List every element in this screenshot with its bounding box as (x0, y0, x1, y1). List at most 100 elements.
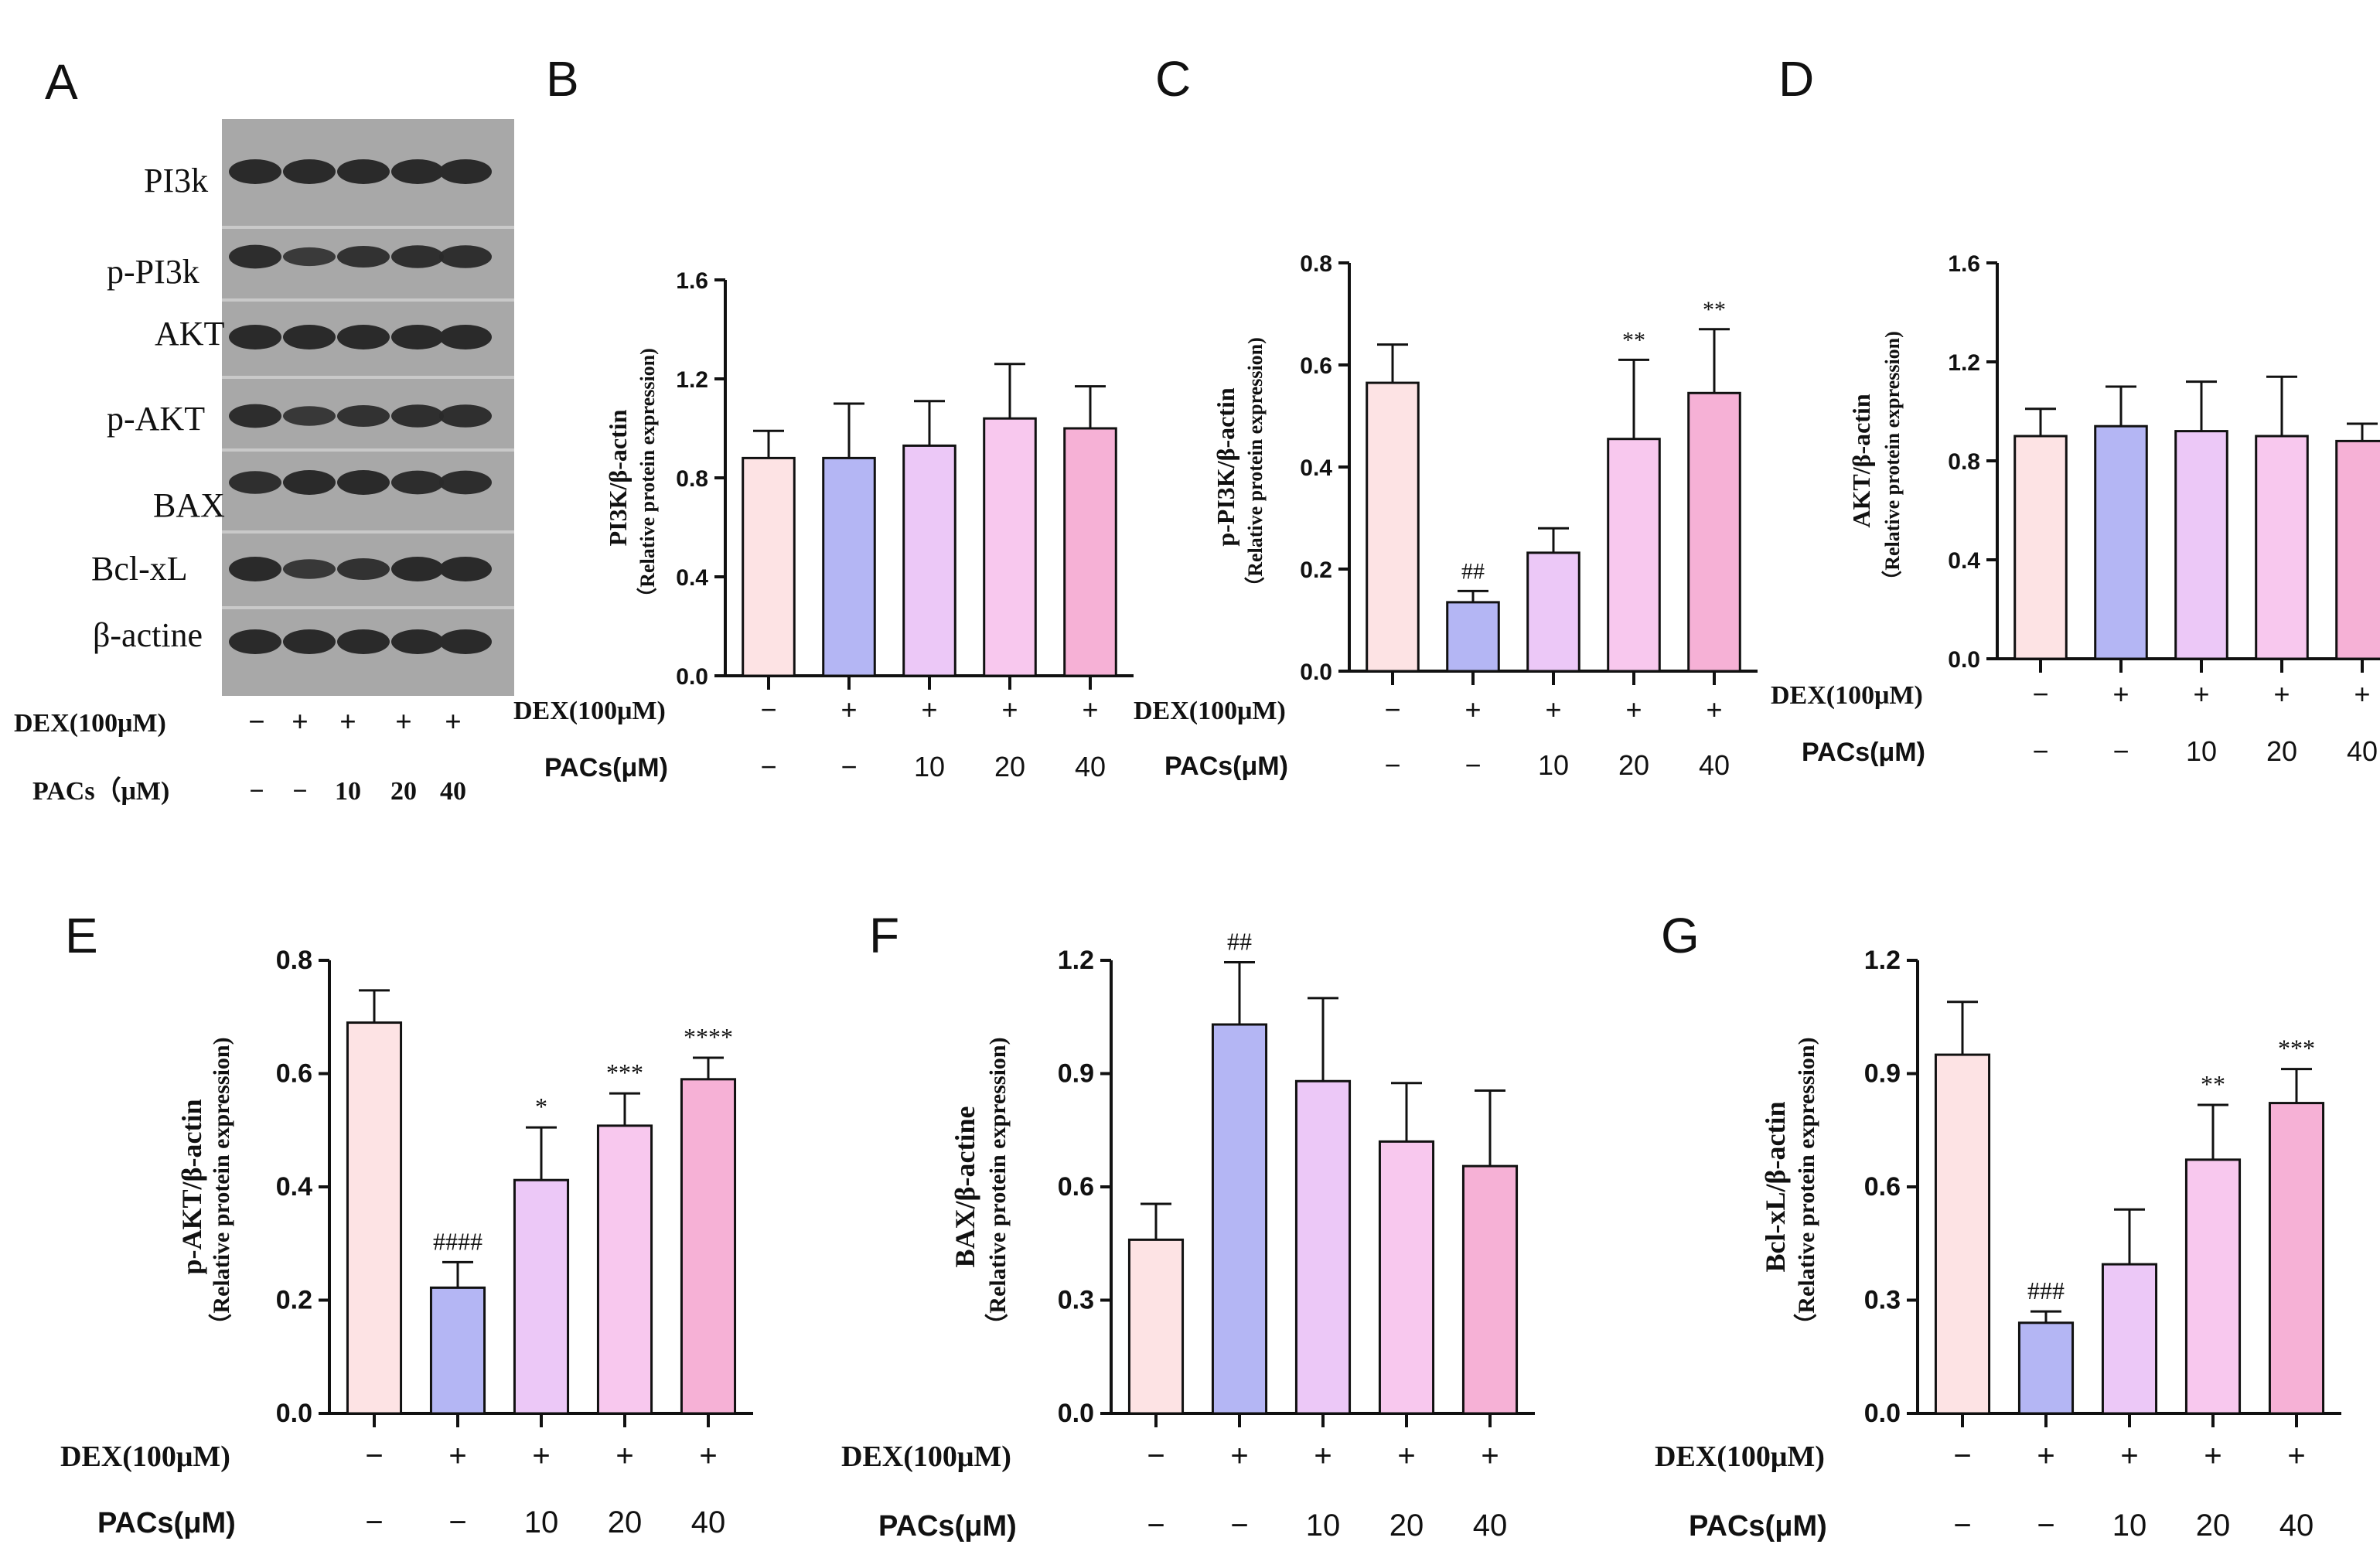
y-tick-label: 0.0 (1948, 647, 1980, 673)
dex-value: + (1706, 694, 1722, 725)
dex-value: + (921, 694, 937, 725)
blot-band (283, 247, 336, 267)
significance-label: ** (1622, 327, 1645, 353)
panel-letter-c: C (1155, 51, 1191, 107)
blot-band (337, 557, 390, 581)
pacs-label: PACs(μM) (878, 1510, 1017, 1543)
pacs-value: − (365, 1505, 383, 1539)
pacs-value: 10 (1306, 1509, 1341, 1543)
pacs-value: 10 (2186, 735, 2217, 767)
significance-label: ** (1703, 297, 1726, 322)
y-tick-label: 0.4 (276, 1172, 312, 1202)
chart-panel-f: F 0.0 0.3 0.6 0.9 1.2 BAX/β-actine （Relative pr… (841, 908, 1535, 1543)
y-axis-sublabel: （Relative protein expression) (636, 348, 659, 608)
y-tick-label: 0.8 (1300, 251, 1332, 277)
y-axis-sublabel: （Relative protein expression) (1244, 337, 1267, 597)
western-blot-panel: A PI3k p-PI3k AKT p-AKT BAX Bcl-xL β-actine DE… (14, 54, 514, 806)
dex-value: + (2204, 1439, 2221, 1473)
bar-2 (2017, 1321, 2075, 1415)
y-tick-label: 0.4 (1948, 548, 1980, 574)
blot-band (391, 557, 444, 581)
blot-pacs-value: 40 (440, 777, 466, 806)
panel-letter-f: F (869, 908, 899, 963)
y-axis-sublabel: （Relative protein expression) (984, 1037, 1011, 1336)
blot-dex-value: + (445, 706, 462, 738)
pacs-value: − (841, 751, 857, 782)
bar-1 (2013, 435, 2068, 660)
y-tick-label: 1.2 (1948, 350, 1980, 376)
blot-band (229, 244, 281, 269)
y-axis-label: PI3K/β-actin (604, 409, 632, 546)
y-axis-label: AKT/β-actin (1847, 394, 1875, 528)
blot-band (283, 629, 336, 654)
blot-band (229, 325, 281, 349)
dex-value: + (2112, 678, 2129, 710)
y-axis-label: Bcl-xL/β-actin (1760, 1102, 1791, 1273)
pacs-value: − (2112, 735, 2129, 767)
blot-pacs-value: − (249, 777, 264, 806)
bar-4 (2255, 435, 2309, 660)
dex-value: − (2032, 678, 2048, 710)
bar-3 (513, 1178, 570, 1415)
dex-value: + (2193, 678, 2209, 710)
dex-value: + (532, 1439, 550, 1473)
bar-4 (2184, 1158, 2242, 1415)
pacs-value: − (1953, 1509, 1971, 1543)
significance-label: ## (1227, 927, 1252, 955)
significance-label: *** (606, 1059, 643, 1086)
significance-label: * (535, 1093, 547, 1120)
blot-band (283, 559, 336, 579)
bar-2 (429, 1286, 486, 1415)
significance-label: ## (1461, 558, 1485, 584)
y-tick-label: 0.9 (1058, 1059, 1094, 1089)
blot-band (391, 325, 444, 349)
y-tick-label: 0.8 (1948, 449, 1980, 475)
panel-letter-a: A (45, 54, 78, 110)
dex-label: DEX(100μM) (1655, 1440, 1825, 1473)
bar-1 (1366, 381, 1420, 673)
y-tick-label: 0.4 (1300, 455, 1332, 481)
significance-label: *** (2278, 1035, 2315, 1062)
pacs-value: 40 (2279, 1509, 2314, 1543)
dex-value: + (1397, 1439, 1415, 1473)
y-tick-label: 0.8 (676, 466, 708, 492)
y-tick-label: 0.9 (1864, 1059, 1901, 1089)
panel-letter-b: B (546, 51, 579, 107)
bar-1 (1934, 1053, 1991, 1415)
blot-pacs-value: 10 (335, 777, 361, 806)
y-tick-label: 0.2 (276, 1286, 312, 1315)
pacs-value: − (2037, 1509, 2054, 1543)
blot-band (391, 159, 444, 184)
chart-panel-g: G 0.0 0.3 0.6 0.9 1.2 Bcl-xL/β-actin （Relative … (1655, 908, 2341, 1543)
y-tick-label: 0.6 (276, 1059, 312, 1089)
blot-band-label: AKT (155, 315, 225, 353)
y-axis-sublabel: （Relative protein expression) (1881, 331, 1904, 591)
dex-label: DEX(100μM) (60, 1440, 230, 1473)
blot-band (439, 325, 492, 349)
pacs-value: 20 (994, 751, 1025, 782)
dex-value: − (1953, 1439, 1971, 1473)
chart-panel-e: E 0.0 0.2 0.4 0.6 0.8 p-AKT/β-actin （Relative p… (60, 908, 753, 1539)
dex-value: + (2287, 1439, 2305, 1473)
dex-value: − (1147, 1439, 1164, 1473)
bar-3 (902, 444, 956, 677)
dex-label: DEX(100μM) (1771, 681, 1923, 710)
pacs-value: − (1384, 749, 1400, 781)
blot-band (283, 406, 336, 426)
pacs-value: 40 (1699, 749, 1730, 781)
bar-5 (2268, 1102, 2325, 1415)
dex-value: + (1481, 1439, 1499, 1473)
dex-value: + (1625, 694, 1642, 725)
blot-treatment-values: − + + + +− −10 20 40 (248, 706, 466, 806)
dex-value: + (1545, 694, 1561, 725)
y-tick-label: 1.6 (1948, 251, 1980, 277)
pacs-label: PACs(μM) (1802, 738, 1925, 767)
y-axis-sublabel: （Relative protein expression) (208, 1037, 234, 1336)
y-tick-label: 0.6 (1864, 1172, 1901, 1202)
blot-band (229, 404, 281, 428)
pacs-value: − (448, 1505, 466, 1539)
panel-letter-d: D (1778, 51, 1814, 107)
pacs-label: PACs(μM) (97, 1507, 236, 1539)
dex-value: + (1230, 1439, 1248, 1473)
